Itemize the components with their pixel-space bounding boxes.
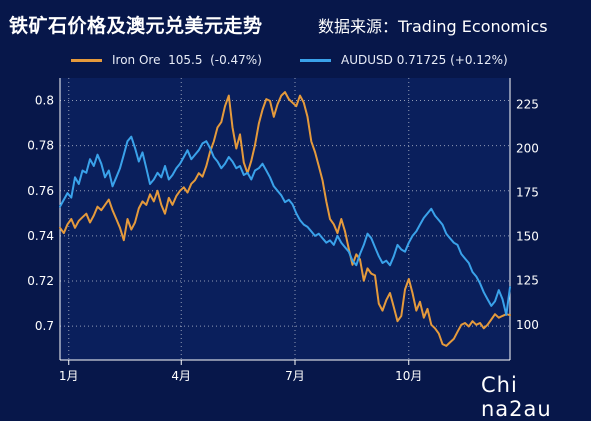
legend-label-audusd: AUDUSD 0.71725 (+0.12%) [341,53,508,67]
y-left-tick-label: 0.72 [27,274,54,288]
series-line-audusd [59,135,511,316]
legend-item-audusd[interactable]: AUDUSD 0.71725 (+0.12%) [300,50,508,70]
chart-plot: 0.7 0.72 0.74 0.76 0.78 0.8 100 125 150 175 200 225… [27,78,539,383]
legend-swatch-iron-ore [71,58,102,62]
x-tick-label: 1月 [59,369,79,383]
y-right-tick-label: 100 [516,318,539,332]
y-left-tick-label: 0.74 [27,229,54,243]
y-right-tick-label: 200 [516,142,539,156]
legend-swatch-audusd [300,58,331,62]
y-left-tick-label: 0.8 [35,94,54,108]
x-tick-label: 7月 [285,369,305,383]
chart-legend: Iron Ore 105.5 (-0.47%) AUDUSD 0.71725 (… [0,50,591,70]
y-left-tick-label: 0.7 [35,319,54,333]
y-right-tick-label: 175 [516,186,539,200]
y-right-tick-label: 225 [516,97,539,111]
y-right-tick-label: 150 [516,230,539,244]
y-left-tick-label: 0.76 [27,184,54,198]
watermark: Chi na2au [481,373,552,421]
y-right-tick-label: 125 [516,274,539,288]
legend-label-iron-ore: Iron Ore 105.5 (-0.47%) [112,53,262,67]
series-line-iron-ore [59,91,511,347]
chart-source: 数据来源：Trading Economics [318,17,548,36]
legend-item-iron-ore[interactable]: Iron Ore 105.5 (-0.47%) [71,50,262,70]
x-tick-label: 4月 [171,369,191,383]
chart-header: 铁矿石价格及澳元兑美元走势 数据来源：Trading Economics [0,0,591,40]
y-left-tick-label: 0.78 [27,139,54,153]
chart-title: 铁矿石价格及澳元兑美元走势 [9,15,263,37]
x-tick-label: 10月 [395,369,422,383]
